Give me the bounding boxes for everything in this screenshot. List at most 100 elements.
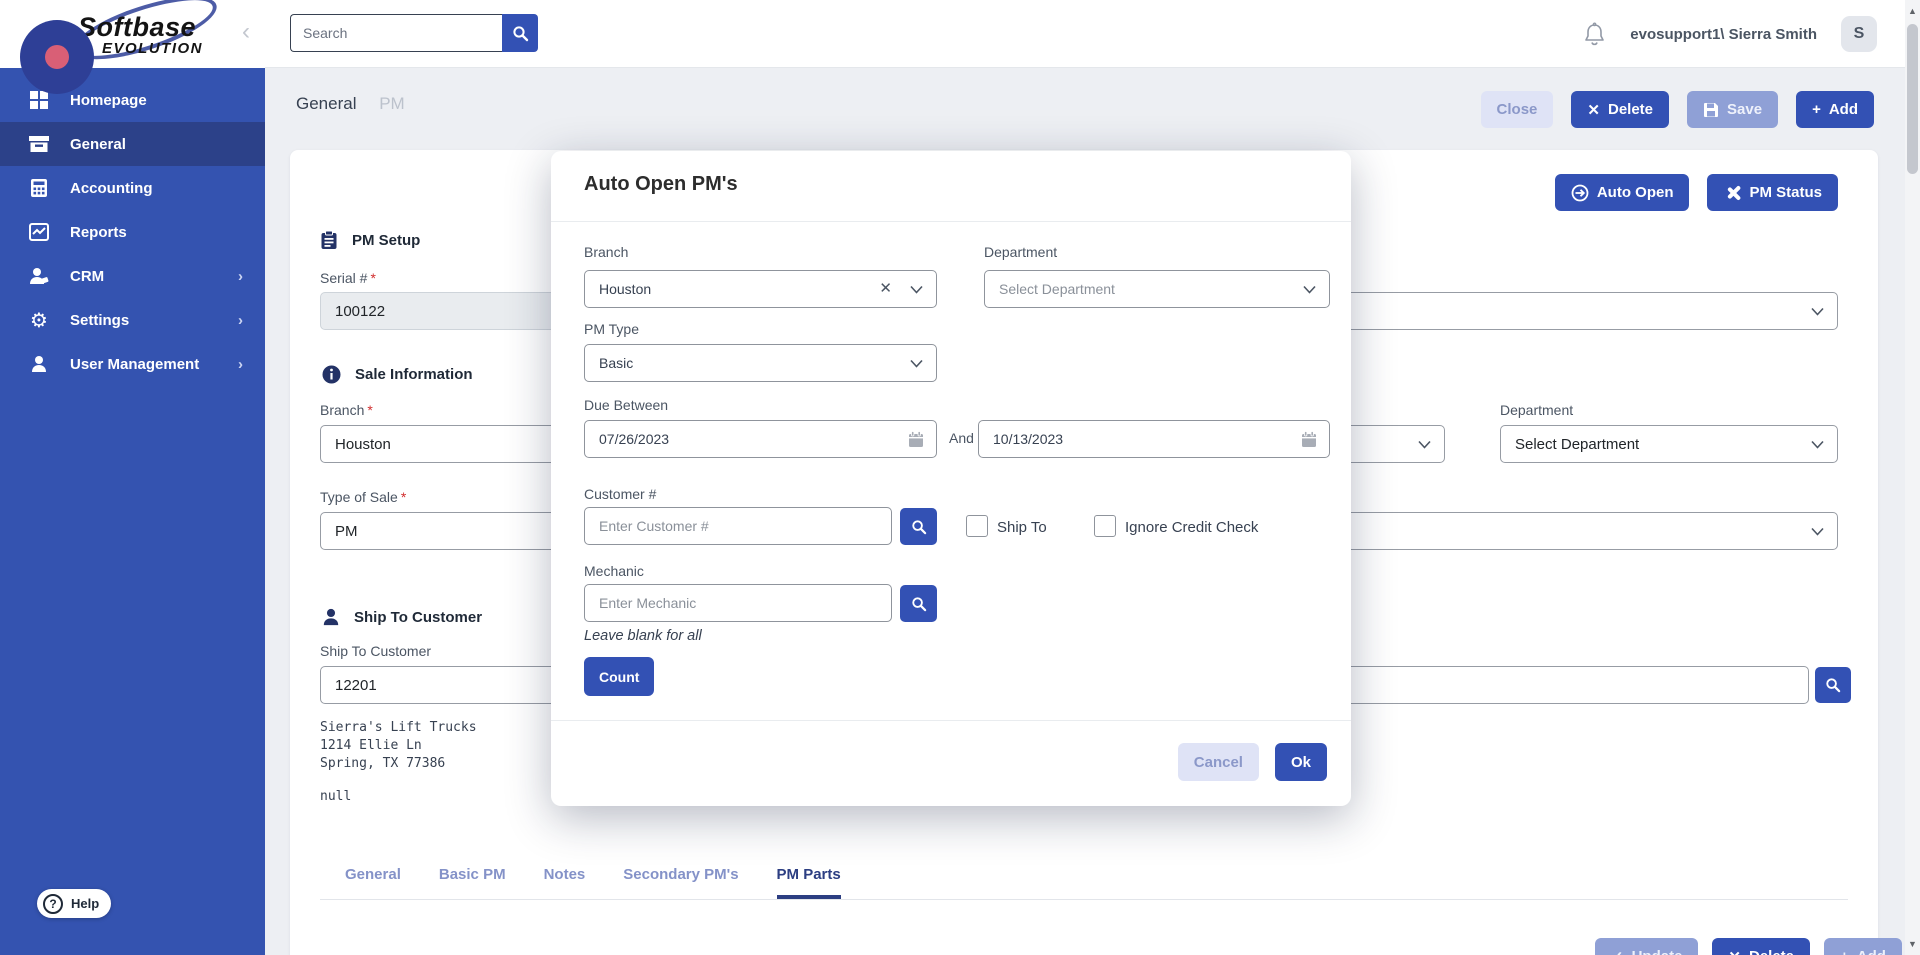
global-search bbox=[290, 14, 538, 52]
scroll-down-icon[interactable]: ▼ bbox=[1908, 939, 1917, 949]
chevron-down-icon bbox=[1811, 440, 1824, 449]
sidebar-item-crm[interactable]: CRM › bbox=[0, 254, 265, 298]
sidebar-item-user-management[interactable]: User Management › bbox=[0, 342, 265, 386]
sidebar-item-homepage[interactable]: Homepage bbox=[0, 78, 265, 122]
customer-search-button[interactable] bbox=[900, 508, 937, 545]
x-icon: ✕ bbox=[1587, 101, 1600, 119]
avatar[interactable]: S bbox=[1841, 16, 1877, 52]
modal-branch-combobox[interactable]: Houston ✕ bbox=[584, 270, 937, 308]
breadcrumb: General PM bbox=[296, 94, 405, 114]
clipboard-icon bbox=[321, 230, 337, 249]
department-label: Department bbox=[1500, 402, 1574, 418]
mechanic-input[interactable] bbox=[584, 584, 892, 622]
dialog-footer-divider bbox=[551, 720, 1351, 721]
clear-icon[interactable]: ✕ bbox=[879, 280, 892, 297]
bell-icon[interactable] bbox=[1583, 22, 1606, 47]
sidebar-item-label: CRM bbox=[70, 267, 105, 285]
dialog-title: Auto Open PM's bbox=[584, 173, 738, 195]
due-to-date-input[interactable]: 10/13/2023 bbox=[978, 420, 1330, 458]
pm-tabs: General Basic PM Notes Secondary PM's PM… bbox=[345, 866, 841, 899]
modal-branch-label: Branch bbox=[584, 244, 629, 260]
modal-pm-type-select[interactable]: Basic bbox=[584, 344, 937, 382]
modal-due-between-label: Due Between bbox=[584, 397, 669, 413]
sidebar-item-general[interactable]: General bbox=[0, 122, 265, 166]
ship-to-customer-heading: Ship To Customer bbox=[322, 608, 482, 626]
sidebar-item-reports[interactable]: Reports bbox=[0, 210, 265, 254]
ship-to-extra: null bbox=[320, 789, 352, 804]
ship-to-checkbox[interactable] bbox=[966, 515, 988, 537]
sidebar-item-label: User Management bbox=[70, 355, 200, 373]
modal-department-label: Department bbox=[984, 244, 1058, 260]
tab-basic-pm[interactable]: Basic PM bbox=[438, 866, 506, 883]
count-button[interactable]: Count bbox=[584, 657, 655, 696]
tab-general[interactable]: General bbox=[345, 866, 401, 883]
modal-customer-label: Customer # bbox=[584, 486, 657, 502]
tab-pm-parts[interactable]: PM Parts bbox=[776, 866, 841, 899]
dialog-footer: Cancel Ok bbox=[1177, 743, 1327, 781]
add-row-button[interactable]: +Add bbox=[1824, 938, 1902, 955]
due-from-date-input[interactable]: 07/26/2023 bbox=[584, 420, 937, 458]
plus-icon: + bbox=[1840, 948, 1849, 955]
person-badge-icon bbox=[28, 265, 50, 287]
customer-number-input[interactable] bbox=[584, 507, 892, 545]
arrow-circle-icon bbox=[1571, 184, 1589, 201]
grid-footer-buttons: ✓Update ✕Delete +Add bbox=[1595, 938, 1902, 955]
required-marker: * bbox=[367, 402, 373, 418]
x-icon: ✕ bbox=[1728, 948, 1741, 955]
help-button[interactable]: ? Help bbox=[37, 889, 112, 918]
chevron-down-icon bbox=[1811, 527, 1824, 536]
logo-mark bbox=[20, 20, 94, 94]
header-buttons: Close ✕ Delete Save + Add bbox=[1480, 91, 1874, 128]
address-line: 1214 Ellie Ln bbox=[320, 738, 422, 753]
search-input[interactable] bbox=[290, 14, 502, 52]
address-line: Spring, TX 77386 bbox=[320, 756, 446, 771]
sidebar-item-settings[interactable]: ⚙ Settings › bbox=[0, 298, 265, 342]
search-icon bbox=[911, 596, 926, 611]
pm-status-button[interactable]: PM Status bbox=[1707, 174, 1838, 211]
sidebar-collapse-icon[interactable]: ‹ bbox=[242, 18, 250, 45]
delete-button[interactable]: ✕ Delete bbox=[1571, 91, 1670, 128]
logo-text: Softbase EVOLUTION bbox=[78, 12, 203, 57]
update-button[interactable]: ✓Update bbox=[1595, 938, 1699, 955]
close-button[interactable]: Close bbox=[1480, 91, 1554, 128]
brand-name: Softbase bbox=[78, 12, 197, 42]
ship-to-address: Sierra's Lift Trucks 1214 Ellie Ln Sprin… bbox=[320, 719, 477, 773]
sidebar-item-accounting[interactable]: Accounting bbox=[0, 166, 265, 210]
sidebar-item-label: Settings bbox=[70, 311, 130, 329]
mechanic-search-button[interactable] bbox=[900, 585, 937, 622]
question-icon: ? bbox=[43, 893, 63, 914]
chevron-right-icon: › bbox=[238, 311, 243, 329]
scrollbar-thumb[interactable] bbox=[1907, 24, 1918, 174]
modal-mechanic-label: Mechanic bbox=[584, 563, 644, 579]
add-button[interactable]: + Add bbox=[1796, 91, 1874, 128]
tools-icon bbox=[1728, 185, 1741, 200]
person-icon bbox=[323, 608, 339, 626]
topbar: evosupport1\ Sierra Smith S bbox=[265, 0, 1905, 68]
modal-department-select[interactable]: Select Department bbox=[984, 270, 1330, 308]
search-button[interactable] bbox=[502, 14, 538, 52]
type-of-sale-label: Type of Sale * bbox=[320, 489, 407, 505]
ship-to-search-button[interactable] bbox=[1815, 667, 1851, 703]
chevron-right-icon: › bbox=[238, 355, 243, 373]
delete-row-button[interactable]: ✕Delete bbox=[1712, 938, 1811, 955]
auto-open-button[interactable]: Auto Open bbox=[1554, 174, 1690, 211]
chart-icon bbox=[28, 221, 50, 243]
save-button[interactable]: Save bbox=[1687, 91, 1779, 128]
sidebar-item-label: General bbox=[70, 135, 126, 153]
vertical-scrollbar[interactable]: ▲ ▼ bbox=[1905, 0, 1920, 955]
ship-to-label: Ship To Customer bbox=[320, 643, 432, 659]
tab-notes[interactable]: Notes bbox=[543, 866, 586, 883]
page-header: General PM Close ✕ Delete Save + Add bbox=[265, 68, 1905, 150]
scroll-up-icon[interactable]: ▲ bbox=[1908, 6, 1917, 16]
breadcrumb-sub: PM bbox=[379, 94, 405, 113]
sidebar-item-label: Accounting bbox=[70, 179, 153, 197]
tab-secondary-pms[interactable]: Secondary PM's bbox=[623, 866, 739, 883]
cancel-button[interactable]: Cancel bbox=[1177, 743, 1259, 781]
ok-button[interactable]: Ok bbox=[1274, 743, 1327, 781]
sidebar-item-label: Homepage bbox=[70, 91, 147, 109]
ignore-credit-check-checkbox[interactable] bbox=[1094, 515, 1116, 537]
calendar-icon bbox=[909, 431, 923, 447]
department-select[interactable]: Select Department bbox=[1500, 425, 1838, 463]
floppy-icon bbox=[1704, 102, 1719, 117]
